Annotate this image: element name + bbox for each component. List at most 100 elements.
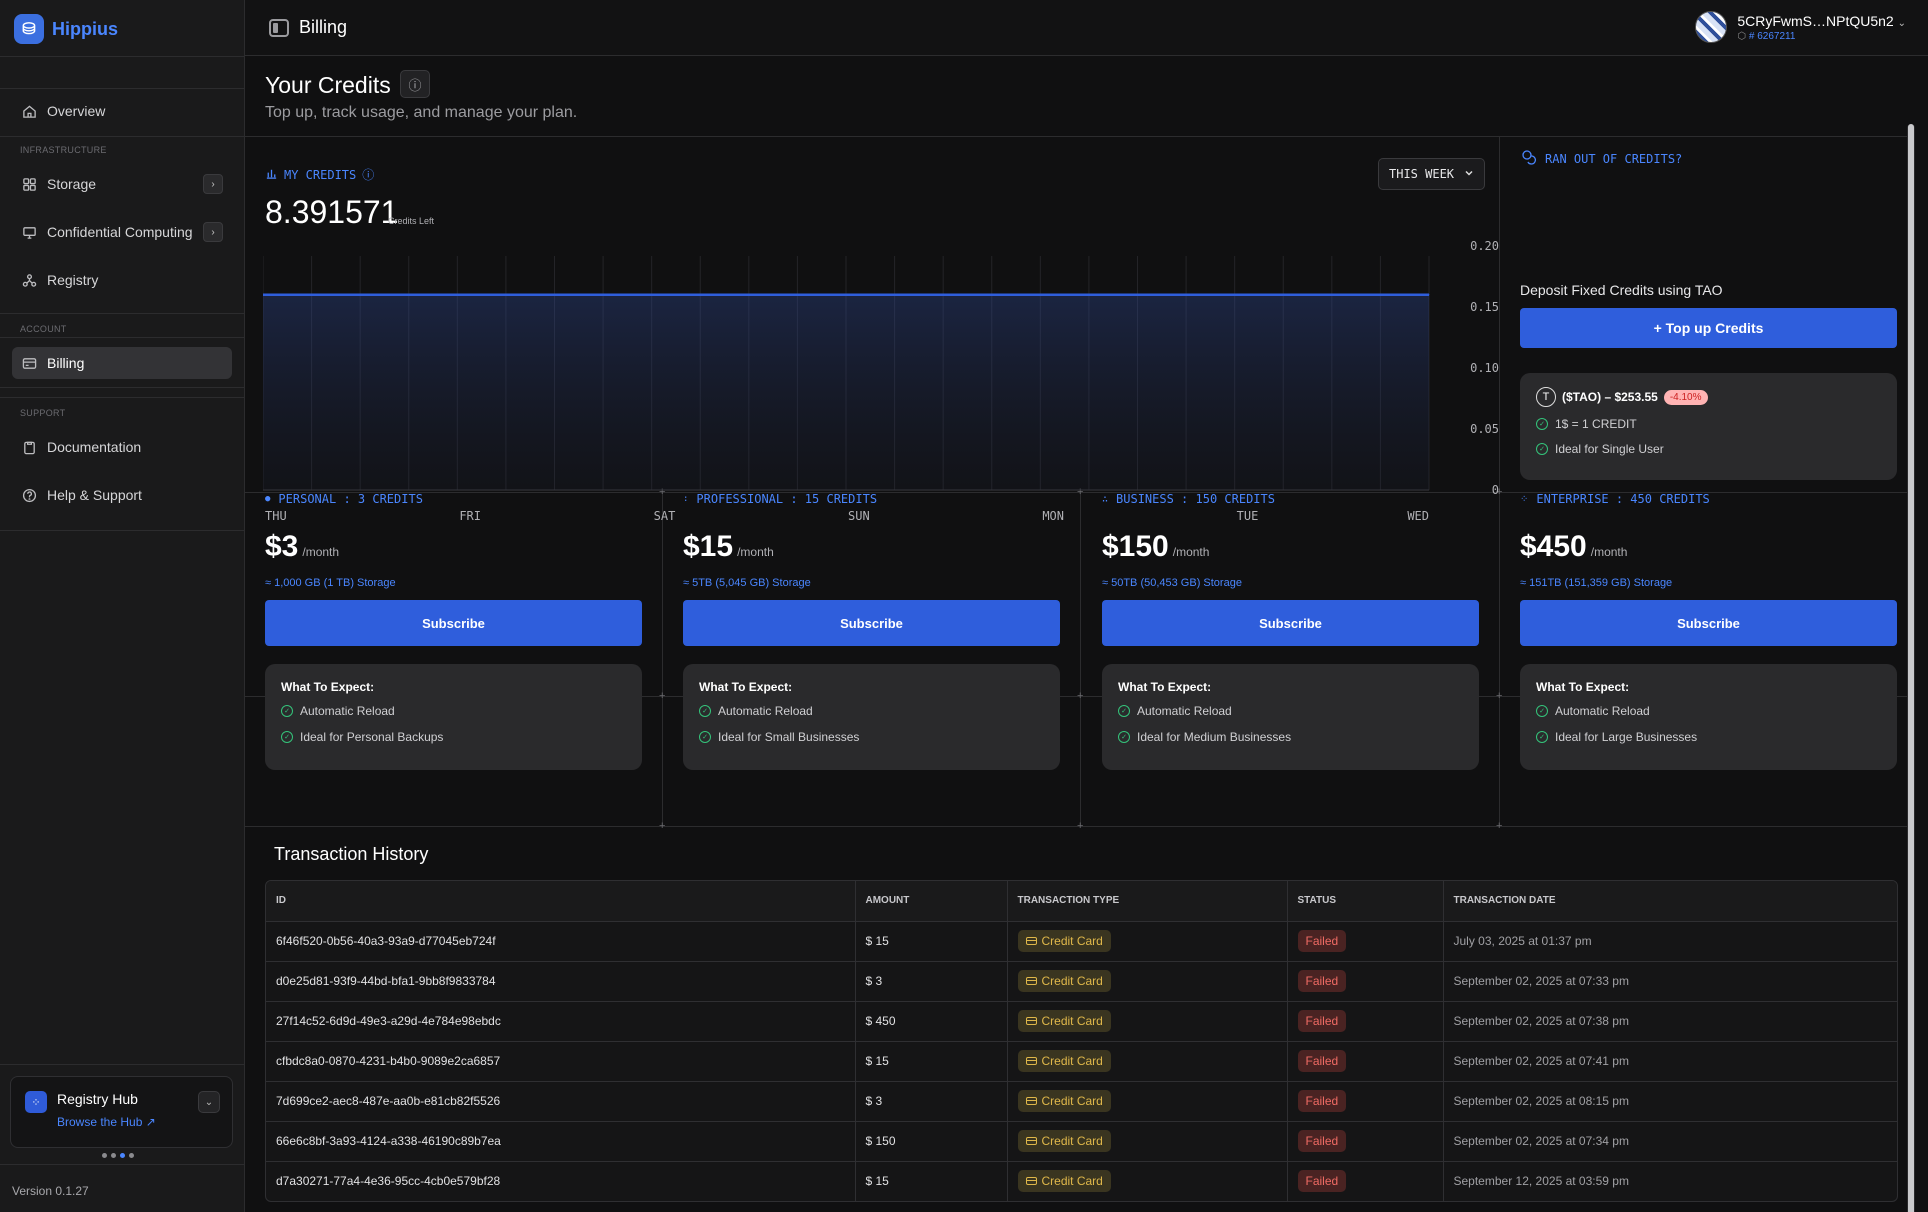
table-row[interactable]: 66e6c8bf-3a93-4124-a338-46190c89b7ea $ 15… xyxy=(266,1121,1897,1162)
sidebar-item-overview[interactable]: Overview xyxy=(12,95,232,127)
plan-storage: ≈ 50TB (50,453 GB) Storage xyxy=(1102,577,1242,589)
transaction-date: July 03, 2025 at 01:37 pm xyxy=(1443,921,1897,962)
transaction-type: Credit Card xyxy=(1007,1041,1288,1082)
divider xyxy=(0,387,245,388)
external-link-icon: ↗ xyxy=(145,1115,156,1129)
transaction-id: 6f46f520-0b56-40a3-93a9-d77045eb724f xyxy=(266,921,856,962)
chevron-right-icon[interactable]: › xyxy=(203,222,223,242)
chevron-down-icon[interactable]: ⌄ xyxy=(1897,17,1906,29)
table-row[interactable]: d7a30271-77a4-4e36-95cc-4cb0e579bf28 $ 15… xyxy=(266,1161,1897,1201)
info-button[interactable]: ⓘ xyxy=(400,70,430,98)
status-badge: Failed xyxy=(1297,1130,1347,1152)
help-circle-icon xyxy=(21,487,37,503)
brand-name: Hippius xyxy=(52,18,118,39)
sidebar-item-documentation[interactable]: Documentation xyxy=(12,431,232,463)
sidebar-item-confidential-computing[interactable]: Confidential Computing › xyxy=(12,216,232,248)
top-up-credits-button[interactable]: + Top up Credits xyxy=(1520,308,1897,348)
table-row[interactable]: cfbdc8a0-0870-4231-b4b0-9089e2ca6857 $ 15… xyxy=(266,1041,1897,1082)
sidebar-item-help-support[interactable]: Help & Support xyxy=(12,479,232,511)
brand[interactable]: ⛁ Hippius xyxy=(14,14,118,44)
transaction-amount: $ 15 xyxy=(855,1041,1008,1082)
scrollbar-thumb[interactable] xyxy=(1908,124,1914,1212)
chart-point[interactable] xyxy=(456,294,458,296)
column-header-type[interactable]: TRANSACTION TYPE xyxy=(1007,881,1288,922)
app-version: Version 0.1.27 xyxy=(12,1184,89,1198)
column-header-date[interactable]: TRANSACTION DATE xyxy=(1443,881,1897,922)
table-header-row: ID AMOUNT TRANSACTION TYPE STATUS TRANSA… xyxy=(266,881,1897,922)
table-row[interactable]: 27f14c52-6d9d-49e3-a29d-4e784e98ebdc $ 45… xyxy=(266,1001,1897,1042)
x-tick-label: FRI xyxy=(459,509,481,523)
credit-card-badge: Credit Card xyxy=(1017,970,1111,992)
chart-point[interactable] xyxy=(262,294,264,296)
carousel-dot[interactable] xyxy=(102,1153,107,1158)
ran-out-header: RAN OUT OF CREDITS? xyxy=(1521,149,1682,168)
table-row[interactable]: d0e25d81-93f9-44bd-bfa1-9bb8f9833784 $ 3 C… xyxy=(266,961,1897,1002)
user-menu[interactable]: 5CRyFwmS…NPtQU5n2 ⌄ ⬡ # 6267211 xyxy=(1695,11,1906,43)
what-to-expect-card: What To Expect: ✓ Automatic Reload ✓ Ideal… xyxy=(1102,664,1479,770)
sidebar-item-label: Confidential Computing xyxy=(47,224,193,240)
credits-left-label: Credits Left xyxy=(388,216,435,226)
divider xyxy=(0,1164,245,1165)
sidebar-item-registry[interactable]: Registry xyxy=(12,264,232,296)
my-credits-header: MY CREDITS ⓘ xyxy=(265,166,374,183)
avatar[interactable] xyxy=(1695,11,1728,43)
plan-feature: Ideal for Large Businesses xyxy=(1555,730,1698,744)
credits-chart-svg: 0.20 0.15 0.10 0.05 0 THU FRI SAT SUN MON TUE WED xyxy=(262,239,1499,523)
subscribe-button[interactable]: Subscribe xyxy=(1102,600,1479,646)
tao-change-badge: -4.10% xyxy=(1663,389,1708,405)
transaction-status: Failed xyxy=(1287,1041,1444,1082)
divider xyxy=(1080,492,1081,826)
table-row[interactable]: 6f46f520-0b56-40a3-93a9-d77045eb724f $ 15… xyxy=(266,921,1897,962)
chart-point[interactable] xyxy=(1234,294,1236,296)
column-header-amount[interactable]: AMOUNT xyxy=(855,881,1008,922)
plan-header: BUSINESS : 150 CREDITS xyxy=(1116,492,1275,506)
plan-feature: Ideal for Personal Backups xyxy=(300,730,444,744)
scrollbar[interactable] xyxy=(1907,124,1915,1212)
transaction-type: Credit Card xyxy=(1007,1161,1288,1201)
plan-period: /month xyxy=(302,545,340,559)
info-icon[interactable]: ⓘ xyxy=(362,168,375,182)
chart-point[interactable] xyxy=(1428,294,1430,296)
chart-point[interactable] xyxy=(1039,294,1041,296)
sidebar-item-billing[interactable]: Billing xyxy=(12,347,232,379)
chart-point[interactable] xyxy=(651,294,653,296)
carousel-dots[interactable] xyxy=(102,1153,134,1158)
period-select[interactable]: THIS WEEK xyxy=(1378,158,1486,190)
sidebar-item-storage[interactable]: Storage › xyxy=(12,168,232,200)
check-circle-icon: ✓ xyxy=(1536,443,1548,455)
tao-logo-icon: T xyxy=(1536,387,1556,407)
tao-info-card: T ($TAO) – $253.55 -4.10% ✓ 1$ = 1 CREDIT… xyxy=(1520,373,1897,480)
carousel-dot[interactable] xyxy=(129,1153,134,1158)
browse-hub-link[interactable]: Browse the Hub ↗ xyxy=(57,1115,156,1129)
sidebar-toggle-icon[interactable] xyxy=(269,19,289,37)
transaction-amount: $ 15 xyxy=(855,1161,1008,1201)
what-to-expect-card: What To Expect: ✓ Automatic Reload ✓ Ideal… xyxy=(683,664,1060,770)
page-subtitle: Top up, track usage, and manage your pla… xyxy=(265,104,578,121)
divider xyxy=(1499,136,1500,550)
subscribe-button[interactable]: Subscribe xyxy=(265,600,642,646)
credit-card-badge: Credit Card xyxy=(1017,1090,1111,1112)
sidebar-item-label: Registry xyxy=(47,272,99,288)
registry-hub-card[interactable]: ⁘ Registry Hub Browse the Hub ↗ ⌄ xyxy=(10,1076,233,1148)
chart-point[interactable] xyxy=(845,294,847,296)
chevron-down-icon[interactable]: ⌄ xyxy=(198,1091,220,1113)
divider xyxy=(245,136,1915,137)
table-row[interactable]: 7d699ce2-aec8-487e-aa0b-e81cb82f5526 $ 3 C… xyxy=(266,1081,1897,1122)
x-tick-label: TUE xyxy=(1237,509,1259,523)
subscribe-button[interactable]: Subscribe xyxy=(683,600,1060,646)
carousel-dot-active[interactable] xyxy=(120,1153,125,1158)
what-to-expect-card: What To Expect: ✓ Automatic Reload ✓ Ideal… xyxy=(1520,664,1897,770)
check-circle-icon: ✓ xyxy=(699,731,711,743)
tao-price: ($TAO) – $253.55 xyxy=(1562,390,1658,404)
carousel-dot[interactable] xyxy=(111,1153,116,1158)
plan-feature: Automatic Reload xyxy=(718,704,813,718)
expect-title: What To Expect: xyxy=(1536,680,1630,694)
divider xyxy=(0,397,245,398)
credit-card-badge: Credit Card xyxy=(1017,1050,1111,1072)
transaction-amount: $ 450 xyxy=(855,1001,1008,1042)
subscribe-button[interactable]: Subscribe xyxy=(1520,600,1897,646)
chevron-right-icon[interactable]: › xyxy=(203,174,223,194)
coins-icon xyxy=(1521,149,1537,168)
column-header-id[interactable]: ID xyxy=(266,881,856,922)
column-header-status[interactable]: STATUS xyxy=(1287,881,1444,922)
